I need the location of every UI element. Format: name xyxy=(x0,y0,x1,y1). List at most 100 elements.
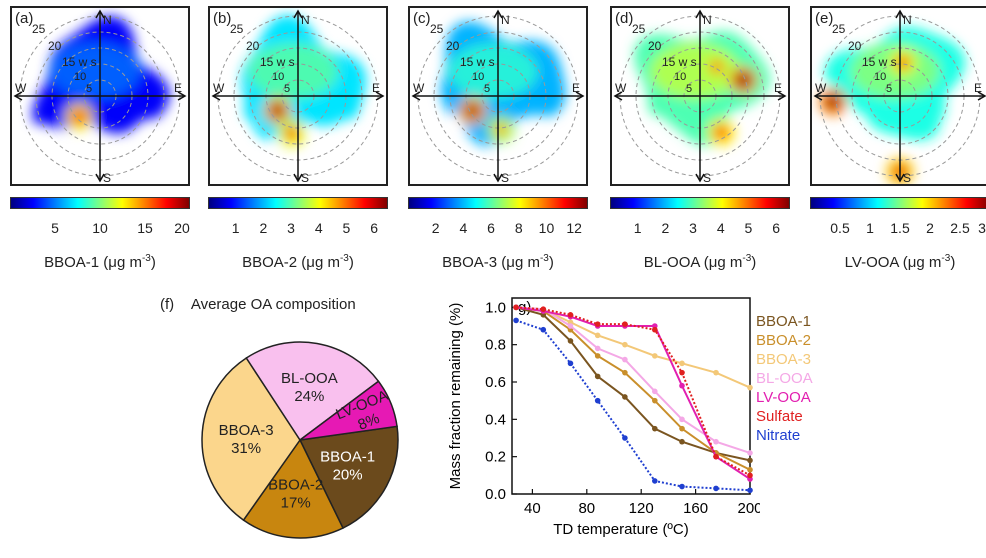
data-point xyxy=(567,338,574,344)
data-point xyxy=(747,457,753,464)
data-point xyxy=(594,373,601,380)
data-point xyxy=(652,388,658,395)
ring-label: 15 w s xyxy=(260,55,295,69)
panel-label: (b) xyxy=(213,10,232,27)
y-tick-label: 0.4 xyxy=(485,411,506,428)
series-line-bboa-2 xyxy=(515,306,751,471)
colorbar-ticks: 1 2 3 4 5 6 xyxy=(610,220,790,238)
colorbar-tick: 6 xyxy=(772,220,781,236)
legend-entry-bboa-2: BBOA-2 xyxy=(756,332,812,349)
legend-entry-bboa-1: BBOA-1 xyxy=(756,313,812,330)
colorbar-tick: 12 xyxy=(566,220,582,236)
x-tick-label: 160 xyxy=(683,500,708,517)
data-point xyxy=(652,425,658,432)
series-line-bboa-3 xyxy=(516,306,751,389)
ring-label: 15 w s xyxy=(862,55,897,69)
x-tick-label: 80 xyxy=(578,500,595,517)
y-axis-label: Mass fraction remaining (%) xyxy=(447,303,464,490)
colorbar-tick: 4 xyxy=(459,220,468,236)
pie-slice-lv-ooa xyxy=(299,380,398,441)
data-point xyxy=(594,345,601,352)
ring-label: 25 xyxy=(230,22,244,36)
east-label: E xyxy=(974,81,982,95)
colorbar-ticks: 0.5 1 1.5 2 2.5 3 xyxy=(810,220,986,238)
colorbar-tick: 0.5 xyxy=(830,220,850,236)
pie-slice-percent: 8% xyxy=(356,410,382,434)
data-point xyxy=(567,323,574,329)
line-legend: BBOA-1 BBOA-2 BBOA-3 BL-OOA LV-OOA Sulfate Nit… xyxy=(756,312,813,445)
data-point xyxy=(679,360,685,367)
colorbar-label: BBOA-2 (μg m-3) xyxy=(242,253,354,271)
data-point xyxy=(652,353,658,359)
data-point xyxy=(567,312,574,318)
legend-entry-bl-ooa: BL-OOA xyxy=(756,370,813,387)
colorbar-label: LV-OOA (μg m-3) xyxy=(844,253,956,271)
pie-title: (f) Average OA composition xyxy=(160,296,356,313)
polar-plot-e: N S E W 25 20 15 w s 10 5 (e) xyxy=(810,6,986,186)
data-point xyxy=(713,485,719,492)
south-label: S xyxy=(703,171,711,184)
data-point xyxy=(622,356,628,363)
south-label: S xyxy=(301,171,309,184)
ring-label: 5 xyxy=(686,83,692,95)
data-point xyxy=(622,394,628,400)
colorbar-tick: 4 xyxy=(314,220,323,236)
data-point xyxy=(679,438,685,445)
series-line-sulfate xyxy=(516,306,751,477)
colorbar-tick: 2 xyxy=(926,220,934,236)
data-point xyxy=(679,416,685,423)
data-point xyxy=(679,483,685,490)
colorbar-tick: 15 xyxy=(137,220,153,236)
colorbar-ticks: 5 10 15 20 xyxy=(10,220,190,238)
data-point xyxy=(747,450,753,456)
west-label: W xyxy=(213,81,225,95)
data-point xyxy=(622,435,628,441)
y-tick-label: 1.0 xyxy=(485,299,506,316)
south-label: S xyxy=(103,171,111,184)
ring-label: 25 xyxy=(632,22,646,36)
panel-label: (d) xyxy=(615,10,634,27)
data-point xyxy=(652,326,658,333)
colorbar-tick: 8 xyxy=(514,220,523,236)
plot-frame xyxy=(511,297,751,495)
data-point xyxy=(513,317,519,324)
data-point xyxy=(679,425,685,432)
data-point xyxy=(713,453,719,460)
y-tick-label: 0.2 xyxy=(485,449,506,466)
west-label: W xyxy=(615,81,627,95)
data-point xyxy=(679,369,685,376)
data-point xyxy=(679,382,685,389)
colorbar-label: BBOA-1 (μg m-3) xyxy=(44,253,156,271)
data-point xyxy=(652,397,658,404)
colorbar-tick: 2.5 xyxy=(950,220,970,236)
pie-slice-name: BBOA-1 xyxy=(320,448,375,465)
colorbar-tick: 3 xyxy=(978,220,986,236)
pie-slice-percent: 24% xyxy=(294,388,324,405)
data-point xyxy=(652,478,658,484)
ring-label: 25 xyxy=(430,22,444,36)
ring-label: 5 xyxy=(886,83,892,95)
colorbar-tick: 20 xyxy=(174,220,190,236)
south-label: S xyxy=(501,171,509,184)
panel-label: (a) xyxy=(15,10,34,27)
colorbar-ticks: 2 4 6 8 10 12 xyxy=(408,220,588,238)
ring-label: 15 w s xyxy=(460,55,495,69)
line-chart: g) 40 80 120 160 200 0.0 0.2 0.4 0.6 0.8 1.0 TD temp… xyxy=(440,290,763,558)
colorbar-ticks: 1 2 3 4 5 6 xyxy=(208,220,388,238)
east-label: E xyxy=(774,81,782,95)
x-tick-label: 200 xyxy=(737,500,760,517)
colorbar-tick: 4 xyxy=(716,220,725,236)
north-label: N xyxy=(703,13,712,27)
pie-slice-bboa-3 xyxy=(201,356,301,522)
panel-label: (c) xyxy=(413,10,431,27)
data-point xyxy=(747,384,753,391)
ring-label: 10 xyxy=(472,71,484,83)
series-line-bboa-1 xyxy=(515,306,751,462)
y-tick-label: 0.0 xyxy=(485,486,506,503)
colorbar-tick: 10 xyxy=(92,220,108,236)
ring-label: 15 w s xyxy=(62,55,97,69)
pie-slice-bl-ooa xyxy=(245,341,380,442)
colorbar-e xyxy=(810,197,986,209)
data-point xyxy=(513,304,519,311)
colorbar-d xyxy=(610,197,790,209)
